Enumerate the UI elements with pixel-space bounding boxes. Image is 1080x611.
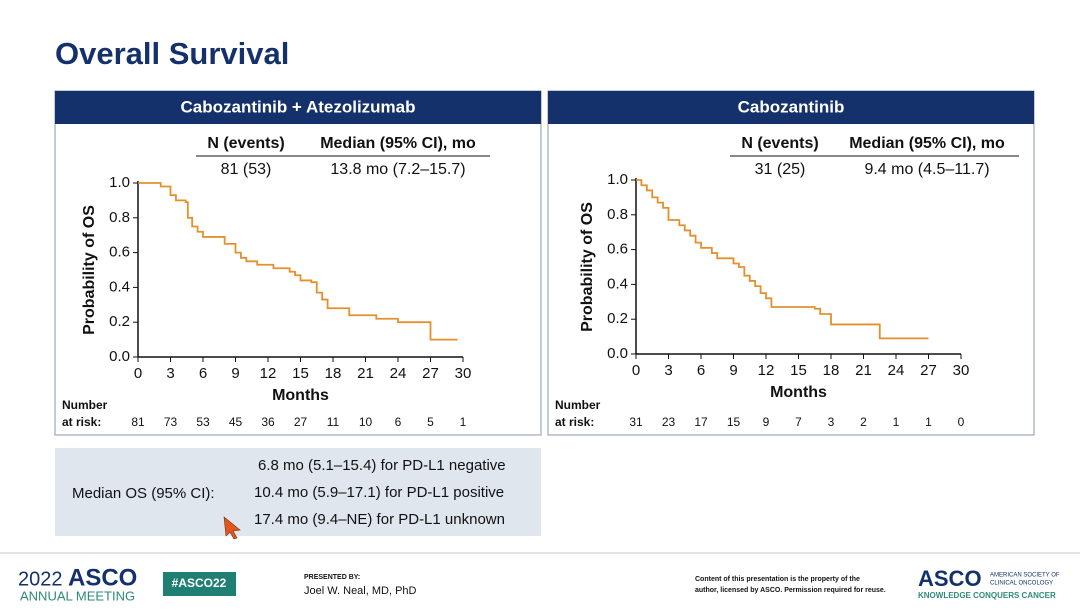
x-tick-label: 3 — [166, 365, 174, 382]
footer-hashtag: #ASCO22 — [172, 576, 227, 590]
at-risk: 17 — [694, 415, 708, 429]
at-risk: 6 — [395, 415, 402, 429]
logo-asco: ASCO — [918, 566, 982, 591]
at-risk: 36 — [261, 415, 275, 429]
logo-tagline: KNOWLEDGE CONQUERS CANCER — [918, 591, 1056, 600]
y-tick-label: 1.0 — [607, 171, 628, 188]
at-risk: 10 — [359, 415, 373, 429]
at-risk: 9 — [763, 415, 770, 429]
logo-society: AMERICAN SOCIETY OF — [990, 573, 1060, 579]
at-risk: 2 — [860, 415, 867, 429]
y-axis-label: Probability of OS — [81, 205, 98, 335]
median-line: 17.4 mo (9.4–NE) for PD-L1 unknown — [254, 511, 505, 528]
at-risk: 11 — [327, 415, 340, 429]
presented-by: PRESENTED BY: — [304, 574, 360, 581]
x-tick-label: 0 — [632, 362, 640, 379]
x-tick-label: 27 — [422, 365, 439, 382]
y-tick-label: 0.4 — [109, 278, 130, 295]
y-tick-label: 0.2 — [109, 313, 130, 330]
at-risk: 73 — [164, 415, 178, 429]
panel-header — [55, 91, 541, 124]
y-tick-label: 0.6 — [109, 244, 130, 261]
x-tick-label: 12 — [758, 362, 775, 379]
table-cell: 13.8 mo (7.2–15.7) — [330, 161, 465, 178]
x-tick-label: 27 — [920, 362, 937, 379]
x-tick-label: 9 — [231, 365, 239, 382]
y-tick-label: 0.6 — [607, 241, 628, 258]
y-tick-label: 0.0 — [607, 345, 628, 362]
at-risk: 1 — [460, 415, 467, 429]
x-tick-label: 0 — [134, 365, 142, 382]
risk-label: Number — [555, 398, 601, 412]
survival-curve — [636, 179, 929, 340]
at-risk: 53 — [196, 415, 210, 429]
table-cell: 9.4 mo (4.5–11.7) — [864, 161, 989, 178]
slide-title: Overall Survival — [55, 36, 289, 71]
at-risk: 1 — [893, 415, 900, 429]
x-tick-label: 18 — [823, 362, 840, 379]
presenter: Joel W. Neal, MD, PhD — [304, 585, 417, 597]
x-tick-label: 15 — [790, 362, 807, 379]
table-header: Median (95% CI), mo — [320, 135, 476, 152]
x-tick-label: 21 — [855, 362, 872, 379]
x-tick-label: 24 — [888, 362, 905, 379]
y-tick-label: 0.8 — [109, 209, 130, 226]
median-line: 10.4 mo (5.9–17.1) for PD-L1 positive — [254, 484, 504, 501]
at-risk: 1 — [925, 415, 932, 429]
footer-year: 2022 — [18, 568, 63, 590]
y-tick-label: 0.0 — [109, 348, 130, 365]
y-tick-label: 1.0 — [109, 174, 130, 191]
at-risk: 31 — [629, 415, 643, 429]
x-tick-label: 6 — [697, 362, 705, 379]
y-tick-label: 0.8 — [607, 206, 628, 223]
table-cell: 31 (25) — [755, 161, 806, 178]
survival-curve — [138, 182, 458, 341]
footer-meeting: ANNUAL MEETING — [20, 588, 135, 603]
notice: author, licensed by ASCO. Permission req… — [695, 587, 886, 594]
notice: Content of this presentation is the prop… — [695, 576, 860, 583]
x-tick-label: 30 — [455, 365, 472, 382]
table-cell: 81 (53) — [221, 161, 272, 178]
table-header: N (events) — [741, 135, 818, 152]
at-risk: 81 — [131, 415, 145, 429]
logo-society: CLINICAL ONCOLOGY — [990, 581, 1053, 587]
panel-header — [548, 91, 1034, 124]
y-tick-label: 0.4 — [607, 275, 628, 292]
y-tick-label: 0.2 — [607, 310, 628, 327]
risk-label: Number — [62, 398, 108, 412]
at-risk: 7 — [795, 415, 802, 429]
x-tick-label: 24 — [390, 365, 407, 382]
at-risk: 15 — [727, 415, 741, 429]
at-risk: 23 — [662, 415, 676, 429]
cursor — [223, 516, 241, 540]
y-axis-label: Probability of OS — [579, 202, 596, 332]
at-risk: 0 — [958, 415, 965, 429]
at-risk: 45 — [229, 415, 243, 429]
at-risk: 3 — [828, 415, 835, 429]
x-tick-label: 30 — [953, 362, 970, 379]
x-tick-label: 21 — [357, 365, 374, 382]
panel-title: Cabozantinib — [738, 97, 845, 116]
x-tick-label: 12 — [260, 365, 277, 382]
at-risk: 5 — [427, 415, 434, 429]
median-box — [55, 448, 541, 536]
hashtag-box — [163, 572, 236, 596]
x-tick-label: 9 — [729, 362, 737, 379]
x-tick-label: 15 — [292, 365, 309, 382]
panel-title: Cabozantinib + Atezolizumab — [180, 97, 415, 116]
median-line: 6.8 mo (5.1–15.4) for PD-L1 negative — [258, 457, 506, 474]
at-risk: 27 — [294, 415, 308, 429]
risk-label: at risk: — [555, 415, 594, 429]
x-tick-label: 18 — [325, 365, 342, 382]
risk-label: at risk: — [62, 415, 101, 429]
table-header: Median (95% CI), mo — [849, 135, 1005, 152]
footer-asco: ASCO — [68, 564, 137, 591]
x-tick-label: 6 — [199, 365, 207, 382]
median-label: Median OS (95% CI): — [72, 485, 215, 502]
x-axis-label: Months — [272, 387, 329, 404]
x-axis-label: Months — [770, 384, 827, 401]
table-header: N (events) — [207, 135, 284, 152]
x-tick-label: 3 — [664, 362, 672, 379]
